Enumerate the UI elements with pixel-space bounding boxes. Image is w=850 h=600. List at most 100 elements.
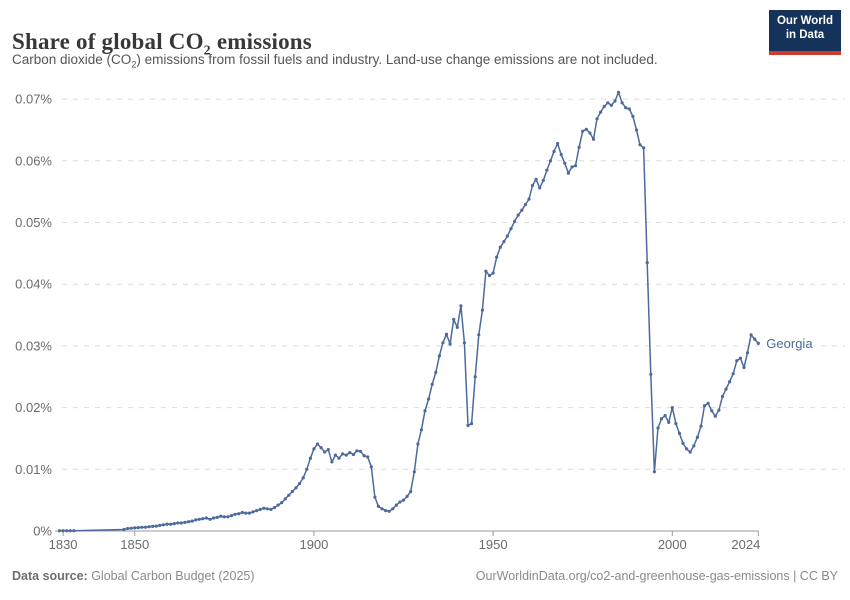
data-point[interactable]	[190, 519, 194, 523]
data-point[interactable]	[373, 495, 377, 499]
data-point[interactable]	[559, 153, 563, 157]
data-point[interactable]	[272, 506, 277, 510]
data-point[interactable]	[255, 509, 259, 513]
data-point[interactable]	[330, 460, 334, 464]
data-point[interactable]	[68, 529, 72, 533]
data-point[interactable]	[444, 332, 449, 336]
data-point[interactable]	[702, 404, 707, 408]
data-point[interactable]	[613, 99, 617, 103]
data-point[interactable]	[616, 90, 621, 94]
data-point[interactable]	[362, 454, 366, 458]
data-point[interactable]	[545, 168, 549, 172]
owid-citation-link[interactable]: OurWorldinData.org/co2-and-greenhouse-ga…	[475, 569, 838, 583]
data-point[interactable]	[391, 507, 395, 511]
data-point[interactable]	[509, 227, 513, 231]
data-point[interactable]	[624, 106, 628, 110]
data-point[interactable]	[437, 354, 441, 358]
data-point[interactable]	[534, 177, 538, 181]
data-point[interactable]	[491, 271, 495, 275]
data-point[interactable]	[244, 511, 248, 515]
data-point[interactable]	[165, 522, 169, 526]
data-point[interactable]	[398, 500, 402, 504]
data-point[interactable]	[541, 178, 545, 183]
data-point[interactable]	[548, 159, 553, 163]
data-point[interactable]	[495, 255, 499, 259]
data-point[interactable]	[480, 308, 484, 312]
data-point[interactable]	[341, 452, 345, 456]
data-point[interactable]	[366, 455, 370, 459]
data-point[interactable]	[459, 304, 463, 308]
data-point[interactable]	[538, 186, 542, 190]
data-point[interactable]	[351, 452, 355, 457]
data-point[interactable]	[258, 507, 262, 511]
data-point[interactable]	[710, 409, 714, 413]
data-point[interactable]	[452, 317, 456, 321]
data-point[interactable]	[724, 387, 728, 391]
data-point[interactable]	[581, 129, 585, 133]
data-point[interactable]	[240, 510, 244, 515]
data-point[interactable]	[487, 274, 492, 278]
data-point[interactable]	[527, 197, 531, 201]
data-point[interactable]	[530, 183, 535, 188]
data-point[interactable]	[523, 203, 528, 207]
data-point[interactable]	[717, 408, 721, 412]
data-point[interactable]	[405, 494, 409, 498]
data-point[interactable]	[742, 365, 746, 370]
data-point[interactable]	[606, 101, 610, 105]
data-point[interactable]	[466, 423, 470, 428]
data-point[interactable]	[677, 431, 682, 436]
entity-label[interactable]: Georgia	[765, 334, 815, 352]
data-point[interactable]	[348, 451, 352, 455]
data-point[interactable]	[416, 442, 420, 446]
data-point[interactable]	[556, 141, 560, 146]
data-point[interactable]	[591, 137, 596, 141]
data-point[interactable]	[699, 424, 703, 428]
data-point[interactable]	[462, 341, 466, 345]
data-point[interactable]	[441, 341, 445, 345]
data-point[interactable]	[133, 526, 137, 530]
data-point[interactable]	[516, 213, 520, 217]
data-point[interactable]	[280, 501, 284, 505]
data-point[interactable]	[577, 145, 581, 149]
data-point[interactable]	[584, 127, 588, 131]
data-point[interactable]	[728, 380, 732, 384]
data-point[interactable]	[670, 406, 674, 410]
data-point[interactable]	[204, 516, 208, 520]
data-point[interactable]	[226, 515, 230, 519]
data-point[interactable]	[369, 465, 373, 469]
data-point[interactable]	[401, 498, 406, 502]
data-point[interactable]	[566, 171, 571, 175]
data-point[interactable]	[667, 420, 671, 424]
data-point[interactable]	[319, 446, 323, 450]
data-point[interactable]	[455, 325, 459, 329]
data-point[interactable]	[419, 428, 423, 432]
data-point[interactable]	[247, 511, 251, 515]
data-point[interactable]	[179, 521, 183, 525]
data-point[interactable]	[706, 401, 710, 405]
data-line[interactable]	[59, 91, 759, 532]
data-point[interactable]	[186, 520, 191, 524]
data-point[interactable]	[387, 509, 391, 513]
data-point[interactable]	[305, 467, 309, 471]
data-point[interactable]	[183, 520, 187, 525]
data-point[interactable]	[513, 219, 517, 223]
data-point[interactable]	[276, 503, 280, 507]
data-point[interactable]	[65, 529, 69, 533]
data-point[interactable]	[233, 512, 237, 516]
data-point[interactable]	[298, 481, 302, 486]
data-point[interactable]	[498, 245, 502, 249]
data-point[interactable]	[301, 476, 305, 480]
data-point[interactable]	[620, 101, 624, 105]
data-point[interactable]	[222, 515, 226, 519]
data-point[interactable]	[337, 456, 341, 460]
data-point[interactable]	[151, 524, 155, 529]
data-point[interactable]	[140, 525, 144, 529]
data-point[interactable]	[602, 104, 606, 109]
data-point[interactable]	[573, 164, 578, 168]
data-point[interactable]	[126, 526, 130, 531]
data-point[interactable]	[355, 449, 359, 453]
data-point[interactable]	[326, 448, 330, 452]
data-point[interactable]	[333, 453, 337, 457]
data-point[interactable]	[409, 489, 413, 494]
